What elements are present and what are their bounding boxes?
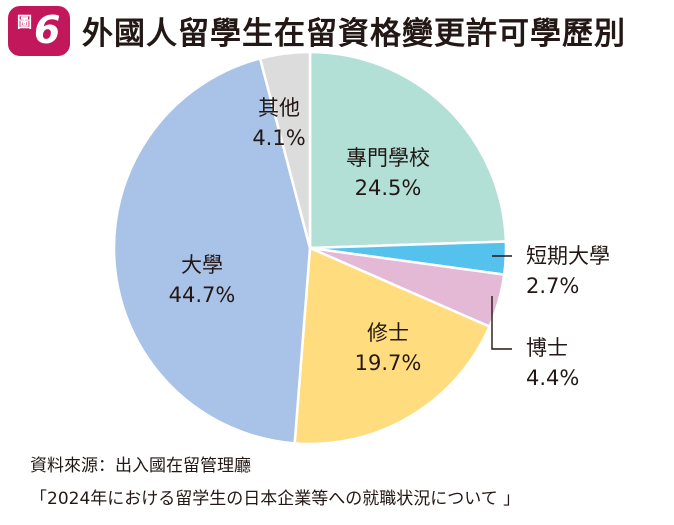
figure-badge: 圖 6 xyxy=(8,6,70,56)
pie-slice-修士 xyxy=(293,246,492,446)
slice-label-大學: 大學 xyxy=(181,253,223,277)
slice-value-其他: 4.1% xyxy=(252,126,305,150)
leader-lines xyxy=(491,255,512,350)
leader-line-博士 xyxy=(491,296,512,350)
source-line-2: 「2024年における留学生の日本企業等への就職状況について 」 xyxy=(30,489,521,509)
slice-labels: 專門學校 24.5% 短期大學 2.7% 博士 4.4% 修士 19.7% 大學 44.7% 其他 4… xyxy=(169,96,610,390)
pie-slice-其他 xyxy=(258,50,312,249)
figure-number: 6 xyxy=(34,8,61,52)
slice-label-修士: 修士 xyxy=(367,321,409,345)
pie-slice-專門學校 xyxy=(308,50,508,250)
pie-slices xyxy=(112,50,508,446)
slice-value-專門學校: 24.5% xyxy=(355,176,422,200)
slice-value-大學: 44.7% xyxy=(169,283,236,307)
slice-value-短期大學: 2.7% xyxy=(526,274,579,298)
slice-value-博士: 4.4% xyxy=(526,366,579,390)
source-line-1: 資料來源：出入國在留管理廳 xyxy=(30,456,251,476)
figure-label: 圖 xyxy=(15,14,33,30)
slice-value-修士: 19.7% xyxy=(355,351,422,375)
slice-label-專門學校: 專門學校 xyxy=(346,146,430,170)
slice-label-其他: 其他 xyxy=(258,96,300,120)
slice-label-短期大學: 短期大學 xyxy=(526,244,610,268)
pie-slice-大學 xyxy=(112,56,312,445)
chart-title: 外國人留學生在留資格變更許可學歷別 xyxy=(82,16,626,52)
slice-label-博士: 博士 xyxy=(526,336,568,360)
